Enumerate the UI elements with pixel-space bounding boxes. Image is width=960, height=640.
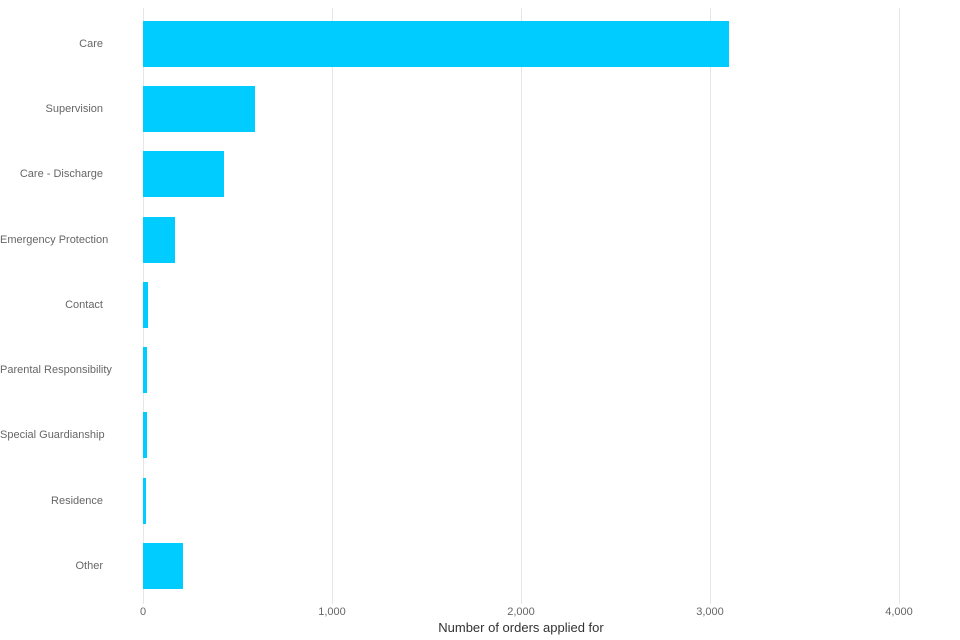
bar-care [143, 20, 729, 67]
bar-row: Other [0, 533, 960, 598]
bar-emergency-protection [143, 216, 176, 263]
x-tick-label: 0 [139, 606, 147, 618]
x-tick-label: 1,000 [318, 606, 346, 618]
bar-row: Residence [0, 468, 960, 533]
gridline-3,000 [710, 8, 711, 604]
bar-row: Care - Discharge [0, 142, 960, 207]
category-label: Supervision [45, 102, 103, 115]
category-label: Care [79, 37, 103, 50]
category-label: Special Guardianship [0, 429, 105, 442]
bar-row: Emergency Protection [0, 207, 960, 272]
category-label: Emergency Protection [0, 233, 109, 246]
bar-special-guardianship [143, 412, 147, 459]
gridline-4,000 [899, 8, 900, 604]
category-label: Other [75, 560, 103, 573]
x-tick-label: 3,000 [696, 606, 724, 618]
x-axis-title: Number of orders applied for [438, 620, 604, 635]
category-label: Care - Discharge [19, 168, 103, 181]
bar-row: Parental Responsibility [0, 338, 960, 403]
bar-care-discharge [143, 151, 225, 198]
category-label: Parental Responsibility [0, 364, 112, 377]
bar-row: Contact [0, 272, 960, 337]
bar-parental-responsibility [143, 347, 147, 394]
x-tick-label: 2,000 [507, 606, 535, 618]
bar-row: Supervision [0, 76, 960, 141]
gridline-1,000 [332, 8, 333, 604]
bar-other [143, 543, 183, 590]
bar-residence [143, 477, 147, 524]
bar-row: Care [0, 11, 960, 76]
gridline-2,000 [521, 8, 522, 604]
bar-contact [143, 281, 148, 328]
bar-supervision [143, 85, 255, 132]
category-label: Residence [51, 494, 103, 507]
x-tick-label: 4,000 [885, 606, 913, 618]
category-label: Contact [65, 298, 103, 311]
bar-row: Special Guardianship [0, 403, 960, 468]
